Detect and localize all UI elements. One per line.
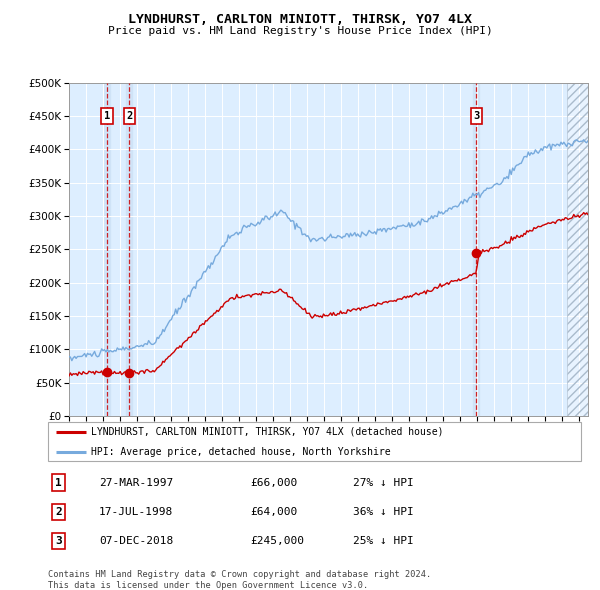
Text: 25% ↓ HPI: 25% ↓ HPI: [353, 536, 413, 546]
Bar: [126, 83, 133, 416]
Text: 2: 2: [55, 507, 62, 517]
Text: LYNDHURST, CARLTON MINIOTT, THIRSK, YO7 4LX (detached house): LYNDHURST, CARLTON MINIOTT, THIRSK, YO7 …: [91, 427, 443, 437]
Text: 17-JUL-1998: 17-JUL-1998: [99, 507, 173, 517]
Text: 3: 3: [473, 111, 479, 121]
Text: LYNDHURST, CARLTON MINIOTT, THIRSK, YO7 4LX: LYNDHURST, CARLTON MINIOTT, THIRSK, YO7 …: [128, 13, 472, 26]
Text: Price paid vs. HM Land Registry's House Price Index (HPI): Price paid vs. HM Land Registry's House …: [107, 26, 493, 36]
Text: 1: 1: [55, 477, 62, 487]
Bar: [473, 83, 479, 416]
Text: 07-DEC-2018: 07-DEC-2018: [99, 536, 173, 546]
Text: 36% ↓ HPI: 36% ↓ HPI: [353, 507, 413, 517]
Text: This data is licensed under the Open Government Licence v3.0.: This data is licensed under the Open Gov…: [48, 581, 368, 589]
Text: £66,000: £66,000: [250, 477, 298, 487]
Text: 3: 3: [55, 536, 62, 546]
Text: £245,000: £245,000: [250, 536, 304, 546]
Text: 27% ↓ HPI: 27% ↓ HPI: [353, 477, 413, 487]
Text: £64,000: £64,000: [250, 507, 298, 517]
Text: 1: 1: [104, 111, 110, 121]
Bar: [104, 83, 110, 416]
Text: HPI: Average price, detached house, North Yorkshire: HPI: Average price, detached house, Nort…: [91, 447, 391, 457]
Text: 2: 2: [126, 111, 133, 121]
FancyBboxPatch shape: [48, 422, 581, 461]
Text: Contains HM Land Registry data © Crown copyright and database right 2024.: Contains HM Land Registry data © Crown c…: [48, 570, 431, 579]
Text: 27-MAR-1997: 27-MAR-1997: [99, 477, 173, 487]
